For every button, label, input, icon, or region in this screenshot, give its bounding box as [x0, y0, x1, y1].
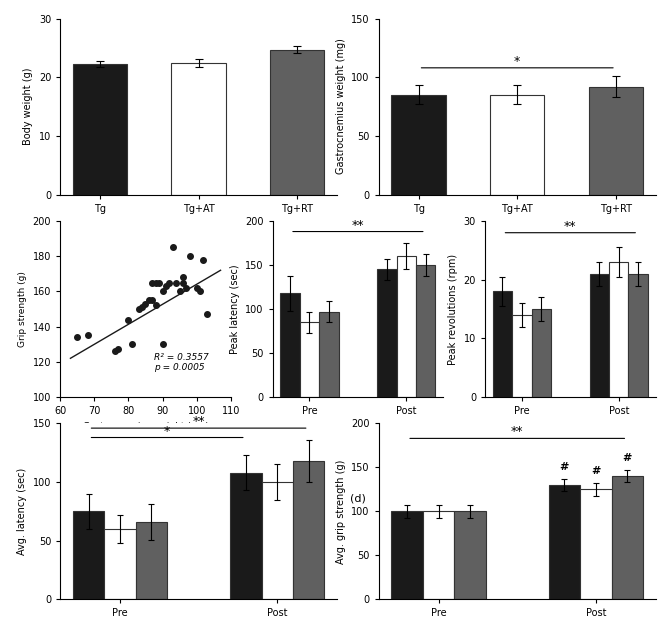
Point	[171, 277, 181, 287]
Text: (b): (b)	[509, 244, 525, 254]
Bar	[270, 49, 324, 195]
Point	[195, 287, 205, 297]
Bar	[73, 512, 104, 599]
Point	[113, 345, 124, 355]
Point	[110, 346, 120, 356]
Text: R² = 0.3557
p = 0.0005: R² = 0.3557 p = 0.0005	[154, 353, 209, 373]
Point	[136, 302, 147, 312]
Point	[147, 295, 158, 305]
Y-axis label: Avg. latency (sec): Avg. latency (sec)	[17, 468, 27, 555]
Bar	[454, 512, 486, 599]
Text: *: *	[164, 425, 171, 438]
X-axis label: Gastrocnemius weight (mg): Gastrocnemius weight (mg)	[82, 421, 209, 431]
Bar	[136, 522, 167, 599]
Text: (e): (e)	[563, 494, 578, 504]
Bar	[377, 269, 397, 397]
Bar	[230, 473, 262, 599]
Bar	[397, 256, 416, 397]
Point	[198, 255, 209, 265]
Bar	[416, 265, 436, 397]
Bar	[628, 274, 648, 397]
Bar	[512, 315, 532, 397]
Text: #: #	[591, 466, 601, 476]
Y-axis label: Body weight (g): Body weight (g)	[23, 68, 33, 145]
Bar	[262, 482, 293, 599]
Legend: Tg, Tg+AT, Tg+RT: Tg, Tg+AT, Tg+RT	[277, 433, 316, 465]
Point	[201, 310, 212, 320]
Bar	[171, 63, 225, 195]
Text: (a): (a)	[191, 244, 207, 254]
Bar	[300, 322, 319, 397]
Point	[181, 283, 192, 293]
Bar	[580, 489, 611, 599]
Bar	[73, 64, 127, 195]
Bar	[104, 529, 136, 599]
Point	[191, 283, 202, 293]
Point	[161, 281, 171, 291]
Legend: Tg, Tg+AT, Tg+RT: Tg, Tg+AT, Tg+RT	[489, 433, 529, 465]
Bar	[611, 476, 643, 599]
Bar	[549, 485, 580, 599]
Point	[123, 315, 134, 324]
Point	[178, 273, 189, 282]
Bar	[293, 461, 324, 599]
Point	[82, 331, 93, 341]
Text: *: *	[514, 55, 520, 68]
Point	[133, 304, 144, 314]
Bar	[319, 311, 339, 397]
Y-axis label: Grip strength (g): Grip strength (g)	[18, 271, 27, 347]
Point	[154, 277, 165, 287]
Point	[164, 277, 175, 287]
Point	[126, 339, 137, 349]
Y-axis label: Avg. grip strength (g): Avg. grip strength (g)	[336, 459, 346, 564]
Point	[144, 295, 155, 305]
Point	[157, 287, 168, 297]
Bar	[280, 293, 300, 397]
Bar	[589, 274, 609, 397]
Point	[151, 300, 161, 310]
Bar	[493, 292, 512, 397]
Point	[157, 339, 168, 349]
Point	[185, 252, 195, 261]
Y-axis label: Peak revolutions (rpm): Peak revolutions (rpm)	[448, 253, 458, 365]
Y-axis label: Gastrocnemius weight (mg): Gastrocnemius weight (mg)	[336, 38, 346, 174]
Point	[72, 332, 82, 342]
Point	[178, 277, 189, 287]
Bar	[391, 95, 446, 195]
Bar	[490, 95, 545, 195]
Point	[147, 277, 158, 287]
Point	[151, 277, 161, 287]
Point	[167, 242, 178, 252]
Point	[174, 287, 185, 297]
Bar	[532, 309, 551, 397]
Text: **: **	[352, 219, 364, 232]
Bar	[423, 512, 454, 599]
Bar	[391, 512, 423, 599]
Bar	[589, 87, 643, 195]
Point	[140, 298, 151, 308]
Text: (c): (c)	[138, 446, 153, 456]
Text: #: #	[623, 453, 632, 463]
Bar	[609, 262, 628, 397]
Text: (d): (d)	[350, 494, 366, 504]
Text: **: **	[511, 425, 523, 438]
Y-axis label: Peak latency (sec): Peak latency (sec)	[229, 264, 240, 354]
Text: #: #	[560, 462, 569, 472]
Text: **: **	[564, 220, 577, 233]
Text: **: **	[193, 415, 205, 428]
